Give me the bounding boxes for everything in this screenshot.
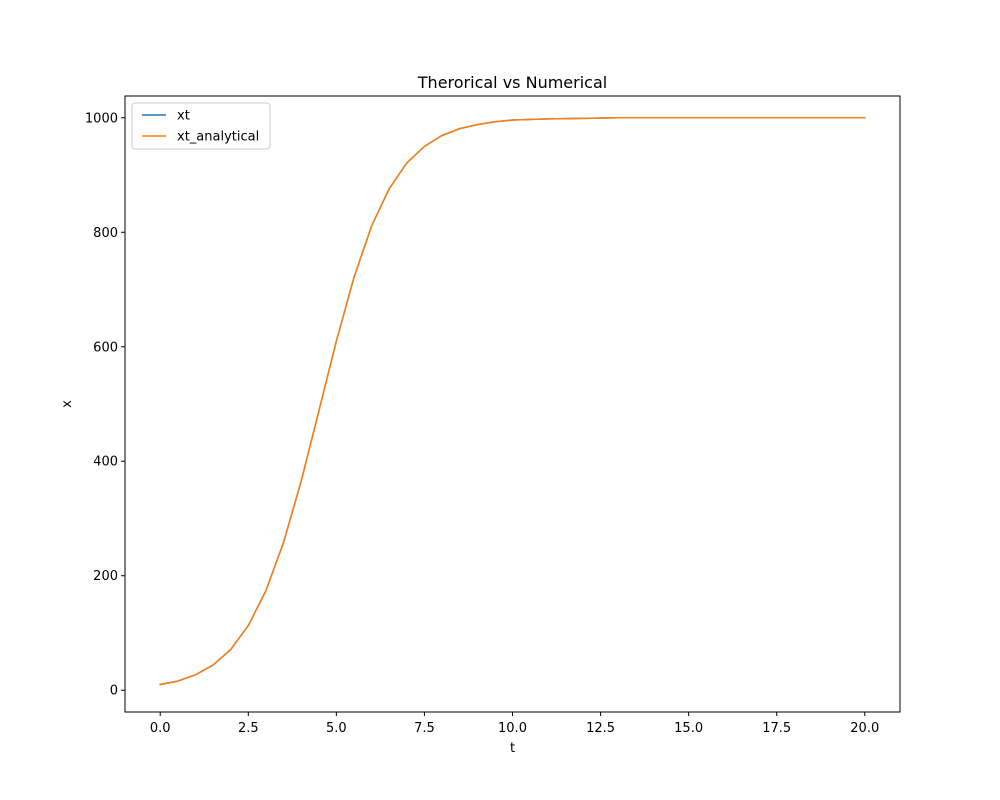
x-tick-label: 17.5 — [762, 721, 791, 736]
chart-title: Therorical vs Numerical — [417, 73, 607, 92]
series-line-xt-analytical — [159, 117, 866, 686]
x-tick-label: 20.0 — [850, 721, 879, 736]
y-tick-label: 1000 — [85, 111, 118, 126]
series-layer — [159, 117, 866, 686]
x-axis-ticks: 0.0 2.5 5.0 7.5 10.0 12.5 15.0 17.5 20.0 — [150, 712, 879, 736]
x-tick-label: 0.0 — [150, 721, 171, 736]
y-tick-label: 200 — [93, 569, 118, 584]
x-axis-label: t — [510, 741, 515, 756]
legend-label-xt: xt — [177, 109, 190, 124]
y-axis-ticks: 0 200 400 600 800 1000 — [85, 111, 125, 699]
x-tick-label: 15.0 — [674, 721, 703, 736]
x-tick-label: 2.5 — [238, 721, 259, 736]
x-tick-label: 10.0 — [498, 721, 527, 736]
x-tick-label: 5.0 — [326, 721, 347, 736]
y-axis-label: x — [60, 400, 75, 408]
y-tick-label: 400 — [93, 455, 118, 470]
legend-label-xt-analytical: xt_analytical — [177, 130, 259, 145]
legend-box — [131, 102, 271, 150]
y-tick-label: 0 — [110, 684, 118, 699]
legend: xt xt_analytical — [131, 102, 271, 150]
x-tick-label: 7.5 — [414, 721, 435, 736]
y-tick-label: 600 — [93, 340, 118, 355]
y-tick-label: 800 — [93, 226, 118, 241]
x-tick-label: 12.5 — [586, 721, 615, 736]
